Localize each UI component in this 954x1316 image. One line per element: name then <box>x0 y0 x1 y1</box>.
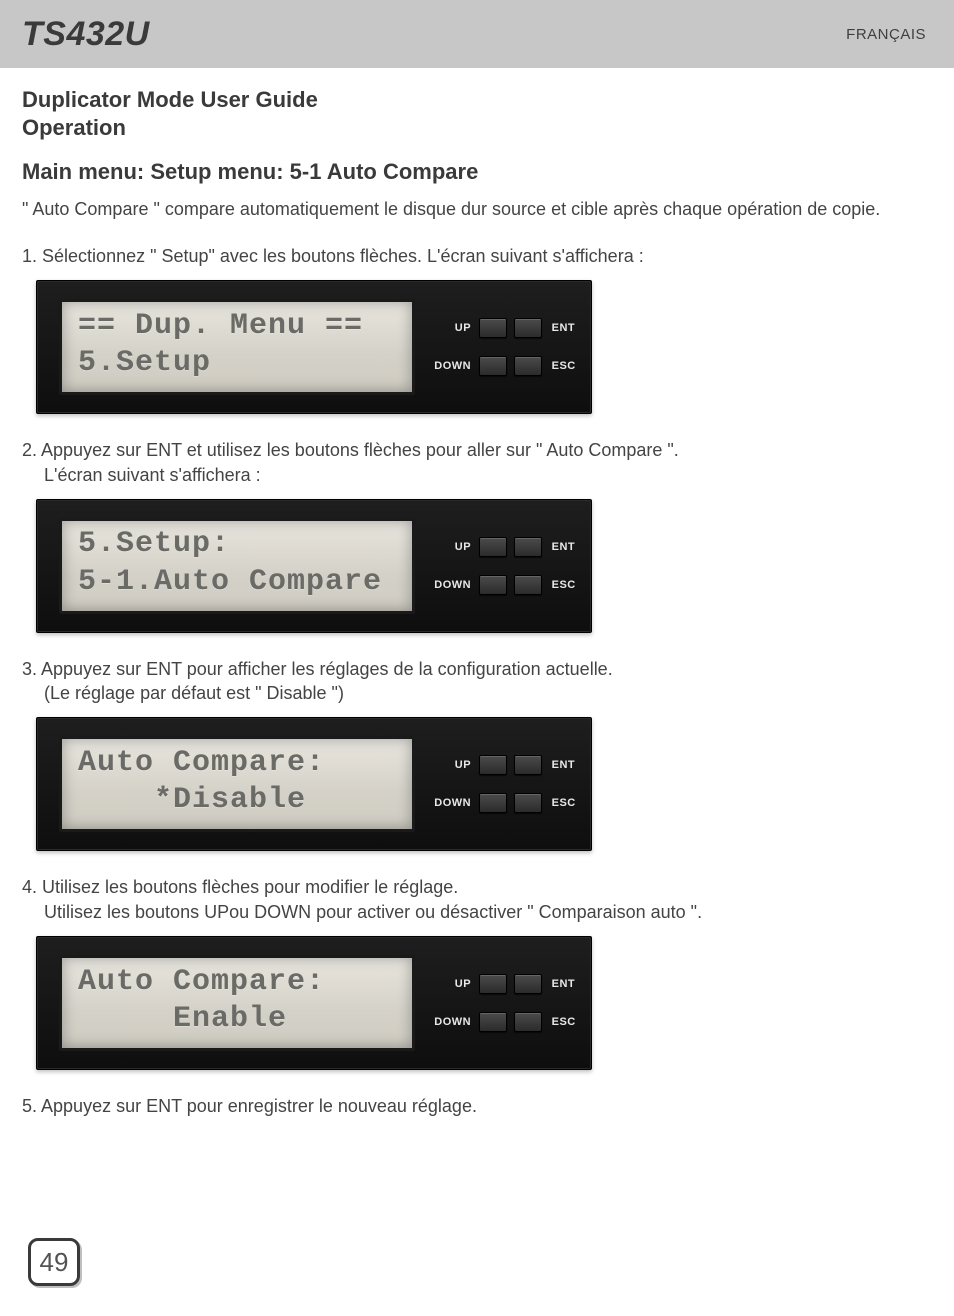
step-num: 5. <box>22 1096 37 1116</box>
step-body: Utilisez les boutons flèches pour modifi… <box>42 877 458 897</box>
lcd-line2: 5.Setup <box>78 345 398 383</box>
down-button[interactable] <box>479 575 507 595</box>
esc-button[interactable] <box>514 356 542 376</box>
lcd-screen: 5.Setup: 5-1.Auto Compare <box>59 518 415 614</box>
step-text: 3. Appuyez sur ENT pour afficher les rég… <box>22 657 932 706</box>
step-body: Sélectionnez " Setup" avec les boutons f… <box>42 246 644 266</box>
step-num: 2. <box>22 440 37 460</box>
header-bar: TS432U FRANÇAIS <box>0 0 954 68</box>
step: 5. Appuyez sur ENT pour enregistrer le n… <box>22 1094 932 1118</box>
button-cluster: UP ENT DOWN ESC <box>433 537 577 595</box>
page-number: 49 <box>28 1238 80 1286</box>
esc-label: ESC <box>550 1016 577 1028</box>
step: 4. Utilisez les boutons flèches pour mod… <box>22 875 932 1070</box>
model-label: TS432U <box>22 15 150 54</box>
lcd-line1: Auto Compare: <box>78 745 398 783</box>
down-button[interactable] <box>479 793 507 813</box>
button-cluster: UP ENT DOWN ESC <box>433 755 577 813</box>
step-num: 1. <box>22 246 37 266</box>
step: 3. Appuyez sur ENT pour afficher les rég… <box>22 657 932 852</box>
up-button[interactable] <box>479 318 507 338</box>
step-text: 2. Appuyez sur ENT et utilisez les bouto… <box>22 438 932 487</box>
ent-label: ENT <box>550 541 577 553</box>
device-panel: Auto Compare: *Disable UP ENT DOWN ESC <box>36 717 592 851</box>
up-label: UP <box>433 978 473 990</box>
device-panel: == Dup. Menu == 5.Setup UP ENT DOWN ESC <box>36 280 592 414</box>
step-body: Appuyez sur ENT pour enregistrer le nouv… <box>41 1096 477 1116</box>
button-cluster: UP ENT DOWN ESC <box>433 974 577 1032</box>
esc-button[interactable] <box>514 575 542 595</box>
lcd-screen: == Dup. Menu == 5.Setup <box>59 299 415 395</box>
lcd-line1: Auto Compare: <box>78 964 398 1002</box>
step-text: 1. Sélectionnez " Setup" avec les bouton… <box>22 244 932 268</box>
step: 2. Appuyez sur ENT et utilisez les bouto… <box>22 438 932 633</box>
lcd-line2: 5-1.Auto Compare <box>78 564 398 602</box>
esc-label: ESC <box>550 797 577 809</box>
esc-button[interactable] <box>514 793 542 813</box>
ent-button[interactable] <box>514 537 542 557</box>
step-body-2: L'écran suivant s'affichera : <box>44 463 932 487</box>
down-label: DOWN <box>433 1016 473 1028</box>
breadcrumb-title: Main menu: Setup menu: 5-1 Auto Compare <box>22 159 932 185</box>
ent-button[interactable] <box>514 755 542 775</box>
up-label: UP <box>433 759 473 771</box>
step-body-2: Utilisez les boutons UPou DOWN pour acti… <box>44 900 932 924</box>
device-panel: 5.Setup: 5-1.Auto Compare UP ENT DOWN ES… <box>36 499 592 633</box>
device-panel: Auto Compare: Enable UP ENT DOWN ESC <box>36 936 592 1070</box>
step-body: Appuyez sur ENT pour afficher les réglag… <box>41 659 613 679</box>
down-button[interactable] <box>479 1012 507 1032</box>
down-label: DOWN <box>433 360 473 372</box>
ent-label: ENT <box>550 322 577 334</box>
ent-button[interactable] <box>514 318 542 338</box>
step-text: 5. Appuyez sur ENT pour enregistrer le n… <box>22 1094 932 1118</box>
page-number-wrap: 49 <box>22 1238 932 1286</box>
down-label: DOWN <box>433 579 473 591</box>
esc-button[interactable] <box>514 1012 542 1032</box>
ent-label: ENT <box>550 978 577 990</box>
down-button[interactable] <box>479 356 507 376</box>
step: 1. Sélectionnez " Setup" avec les bouton… <box>22 244 932 414</box>
section-title: Operation <box>22 114 932 142</box>
ent-label: ENT <box>550 759 577 771</box>
up-label: UP <box>433 541 473 553</box>
up-button[interactable] <box>479 537 507 557</box>
esc-label: ESC <box>550 579 577 591</box>
esc-label: ESC <box>550 360 577 372</box>
intro-text: " Auto Compare " compare automatiquement… <box>22 199 932 220</box>
lcd-screen: Auto Compare: *Disable <box>59 736 415 832</box>
up-button[interactable] <box>479 974 507 994</box>
ent-button[interactable] <box>514 974 542 994</box>
step-num: 3. <box>22 659 37 679</box>
lcd-line2: Enable <box>78 1001 398 1039</box>
lcd-line1: == Dup. Menu == <box>78 308 398 346</box>
step-body-2: (Le réglage par défaut est " Disable ") <box>44 681 932 705</box>
lcd-line2: *Disable <box>78 782 398 820</box>
down-label: DOWN <box>433 797 473 809</box>
page-content: Duplicator Mode User Guide Operation Mai… <box>0 68 954 1316</box>
up-button[interactable] <box>479 755 507 775</box>
step-num: 4. <box>22 877 37 897</box>
button-cluster: UP ENT DOWN ESC <box>433 318 577 376</box>
guide-title: Duplicator Mode User Guide <box>22 86 932 114</box>
lcd-screen: Auto Compare: Enable <box>59 955 415 1051</box>
step-text: 4. Utilisez les boutons flèches pour mod… <box>22 875 932 924</box>
lcd-line1: 5.Setup: <box>78 526 398 564</box>
step-body: Appuyez sur ENT et utilisez les boutons … <box>41 440 679 460</box>
up-label: UP <box>433 322 473 334</box>
language-label: FRANÇAIS <box>846 26 926 43</box>
